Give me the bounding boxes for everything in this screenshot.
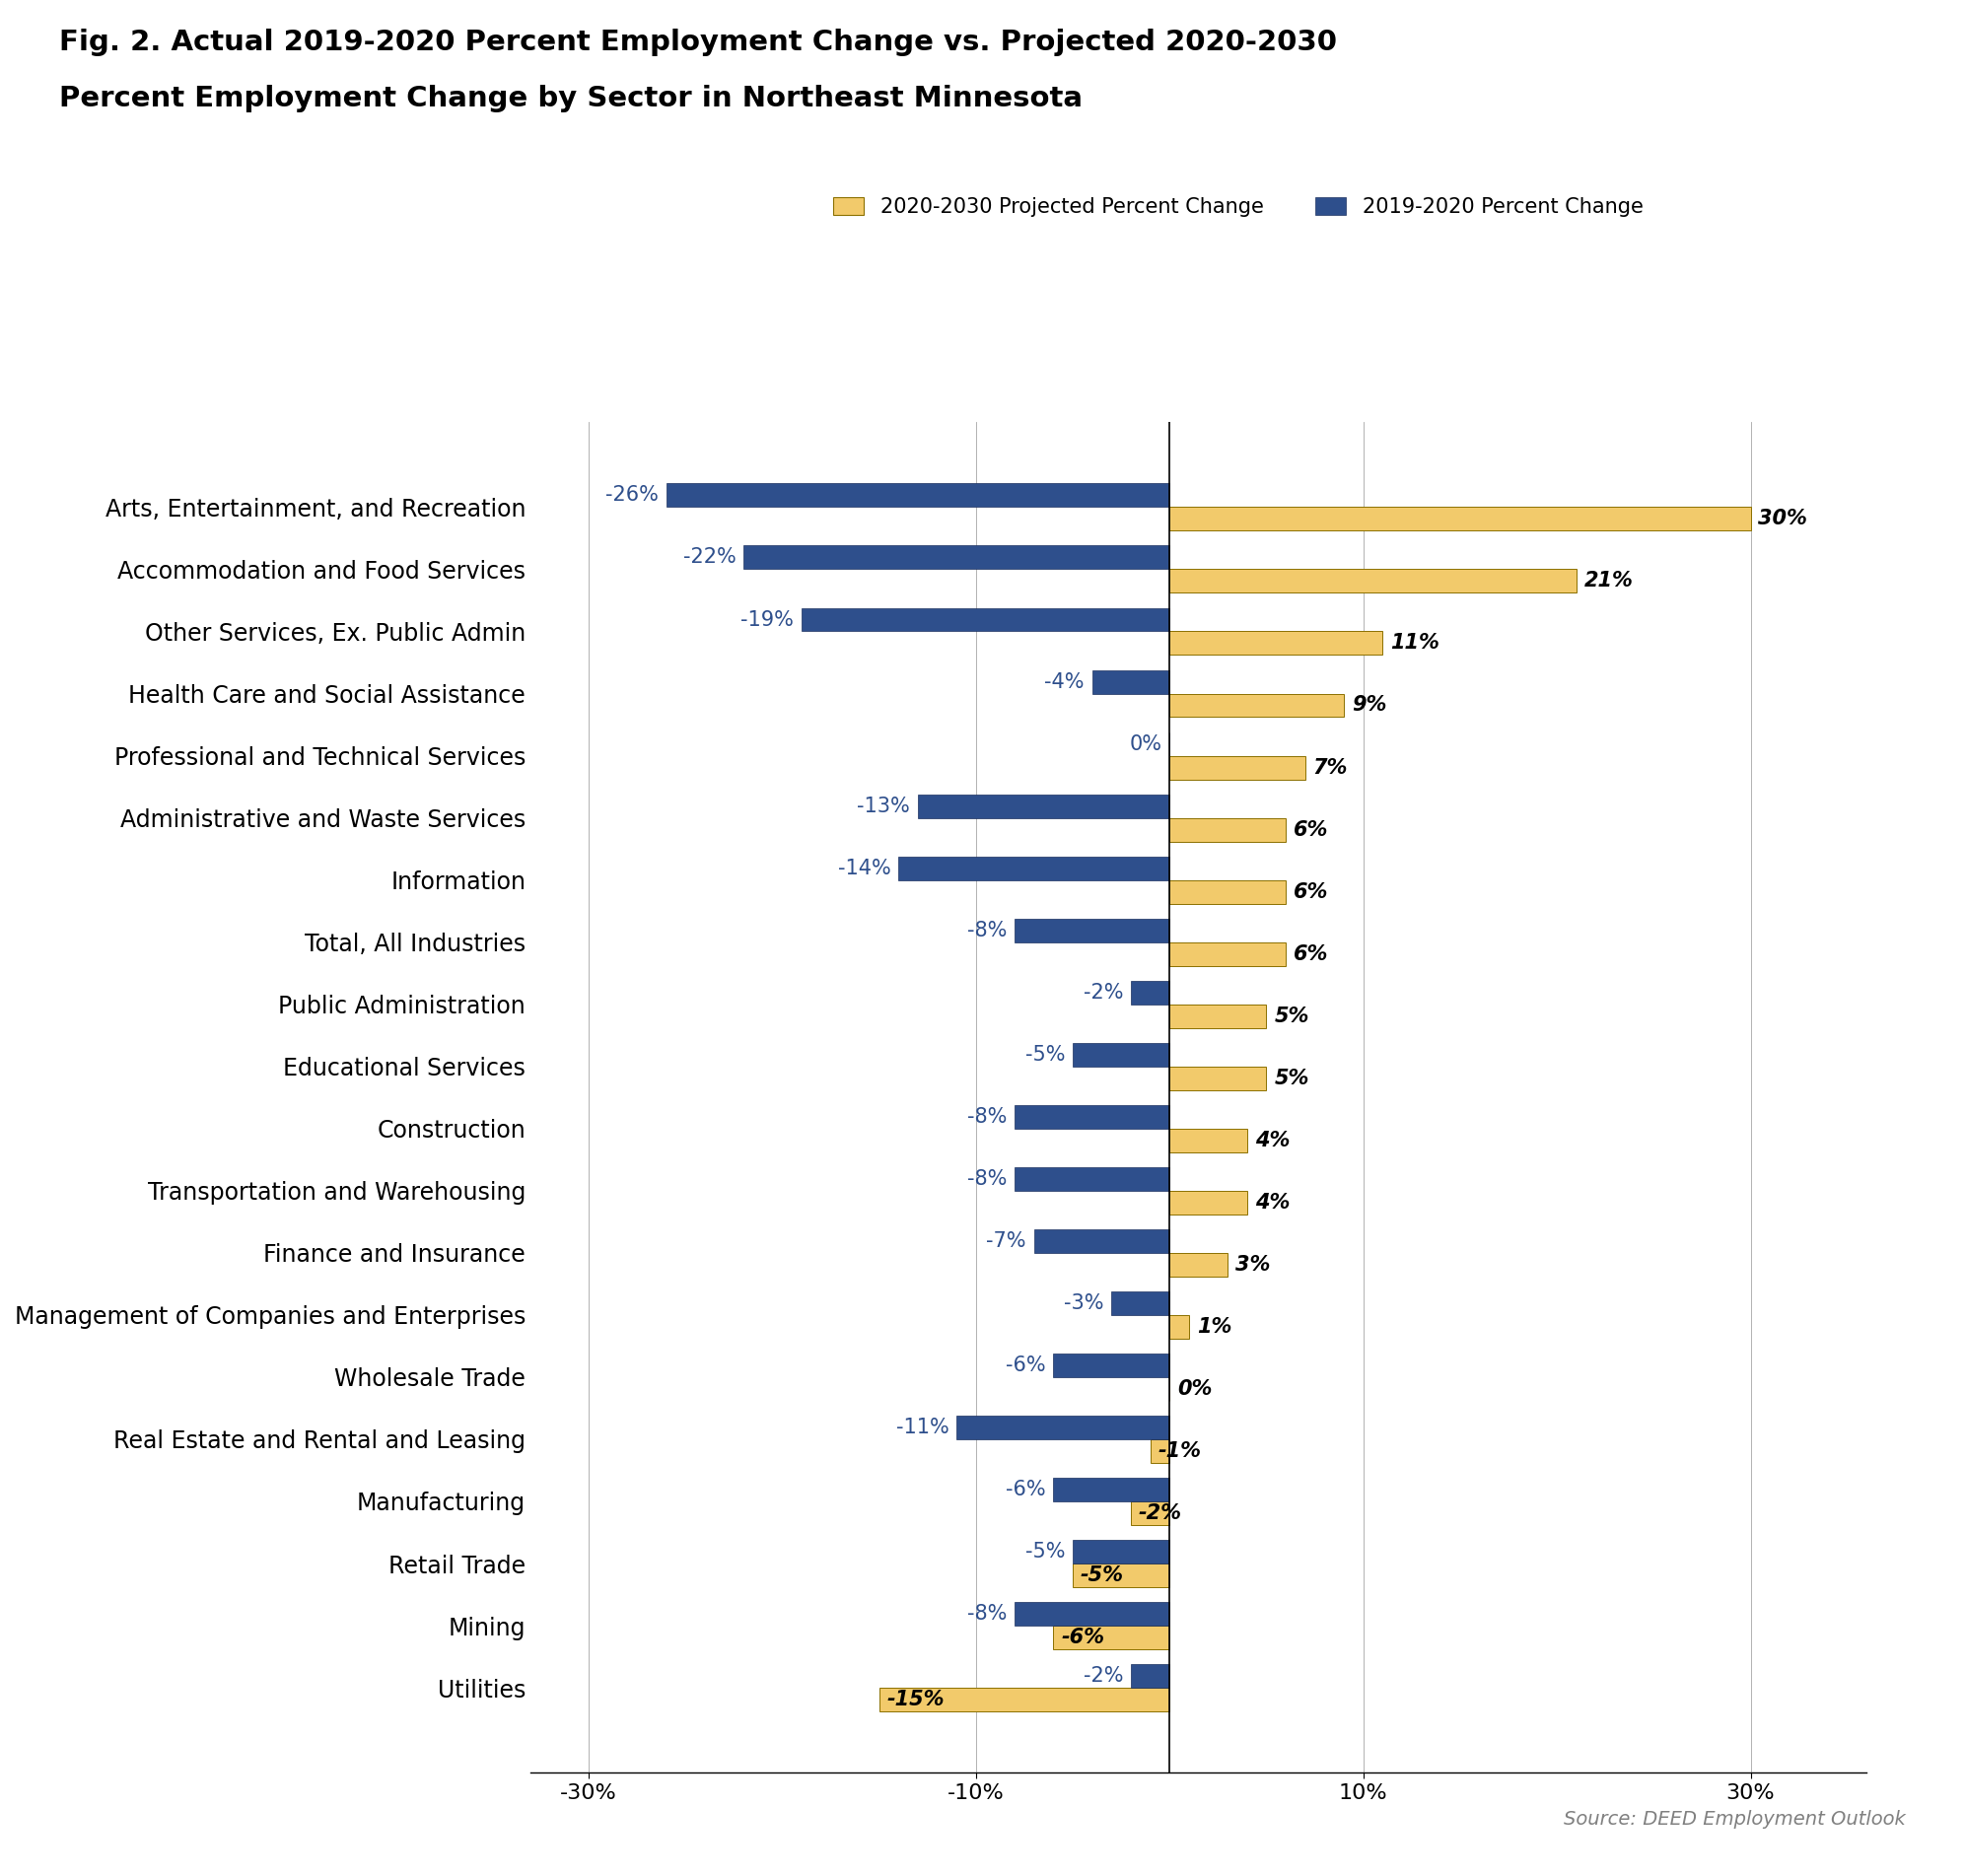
Bar [878,1688,1169,1711]
Text: 0%: 0% [1177,1379,1212,1399]
Bar [1169,632,1383,655]
Text: -5%: -5% [1026,1045,1065,1064]
Text: 21%: 21% [1584,570,1633,591]
Text: Fig. 2. Actual 2019-2020 Percent Employment Change vs. Projected 2020-2030: Fig. 2. Actual 2019-2020 Percent Employm… [59,28,1336,56]
Text: 11%: 11% [1391,634,1440,653]
Bar [1169,1066,1265,1090]
Text: Source: DEED Employment Outlook: Source: DEED Employment Outlook [1564,1810,1906,1829]
Text: 30%: 30% [1759,508,1808,529]
Bar [1132,1664,1169,1688]
Text: -3%: -3% [1063,1293,1104,1313]
Text: -1%: -1% [1157,1441,1201,1461]
Bar [957,1416,1169,1439]
Text: 5%: 5% [1273,1067,1309,1088]
Text: 1%: 1% [1197,1317,1232,1336]
Text: 7%: 7% [1313,758,1348,777]
Text: -13%: -13% [857,795,910,816]
Text: -14%: -14% [837,859,890,878]
Bar [1169,880,1285,904]
Bar [1093,670,1169,694]
Bar [1053,1626,1169,1649]
Bar [1073,1563,1169,1587]
Text: -4%: -4% [1045,672,1085,692]
Text: -2%: -2% [1138,1503,1183,1523]
Text: -5%: -5% [1026,1542,1065,1561]
Text: -6%: -6% [1006,1480,1045,1499]
Text: 6%: 6% [1293,882,1328,902]
Legend: 2020-2030 Projected Percent Change, 2019-2020 Percent Change: 2020-2030 Projected Percent Change, 2019… [825,188,1651,225]
Text: -6%: -6% [1006,1356,1045,1375]
Text: 4%: 4% [1256,1131,1289,1150]
Text: 3%: 3% [1236,1255,1269,1274]
Bar [1169,1253,1228,1276]
Bar [1053,1353,1169,1377]
Text: 6%: 6% [1293,944,1328,964]
Bar [1169,568,1576,593]
Bar [1073,1540,1169,1563]
Bar [1014,1602,1169,1626]
Bar [743,546,1169,568]
Bar [802,608,1169,632]
Bar [1169,756,1305,779]
Bar [1112,1291,1169,1315]
Text: -22%: -22% [682,548,735,567]
Text: -8%: -8% [967,1107,1006,1127]
Bar [1014,919,1169,942]
Text: -7%: -7% [986,1231,1026,1251]
Bar [1169,942,1285,966]
Bar [1169,507,1751,531]
Text: -15%: -15% [886,1690,945,1709]
Bar [1169,1004,1265,1028]
Bar [1014,1105,1169,1129]
Bar [1073,1043,1169,1066]
Text: -8%: -8% [967,1169,1006,1189]
Text: -11%: -11% [896,1418,949,1437]
Text: 0%: 0% [1130,734,1161,754]
Text: -19%: -19% [741,610,794,630]
Text: 9%: 9% [1352,696,1387,715]
Text: -2%: -2% [1083,1666,1124,1687]
Text: -6%: -6% [1061,1628,1104,1647]
Bar [1034,1229,1169,1253]
Text: -8%: -8% [967,1604,1006,1625]
Bar [666,484,1169,507]
Bar [1169,694,1344,717]
Bar [1014,1167,1169,1191]
Bar [1132,981,1169,1004]
Bar [1169,818,1285,842]
Text: -5%: -5% [1081,1565,1124,1585]
Bar [918,794,1169,818]
Bar [1053,1478,1169,1501]
Text: 6%: 6% [1293,820,1328,839]
Text: 4%: 4% [1256,1193,1289,1212]
Bar [1150,1439,1169,1463]
Bar [1132,1501,1169,1525]
Bar [898,855,1169,880]
Text: -2%: -2% [1083,983,1124,1002]
Text: -26%: -26% [605,486,658,505]
Text: Percent Employment Change by Sector in Northeast Minnesota: Percent Employment Change by Sector in N… [59,84,1083,113]
Bar [1169,1191,1248,1214]
Bar [1169,1315,1189,1339]
Text: 5%: 5% [1273,1006,1309,1026]
Bar [1169,1129,1248,1152]
Text: -8%: -8% [967,921,1006,940]
